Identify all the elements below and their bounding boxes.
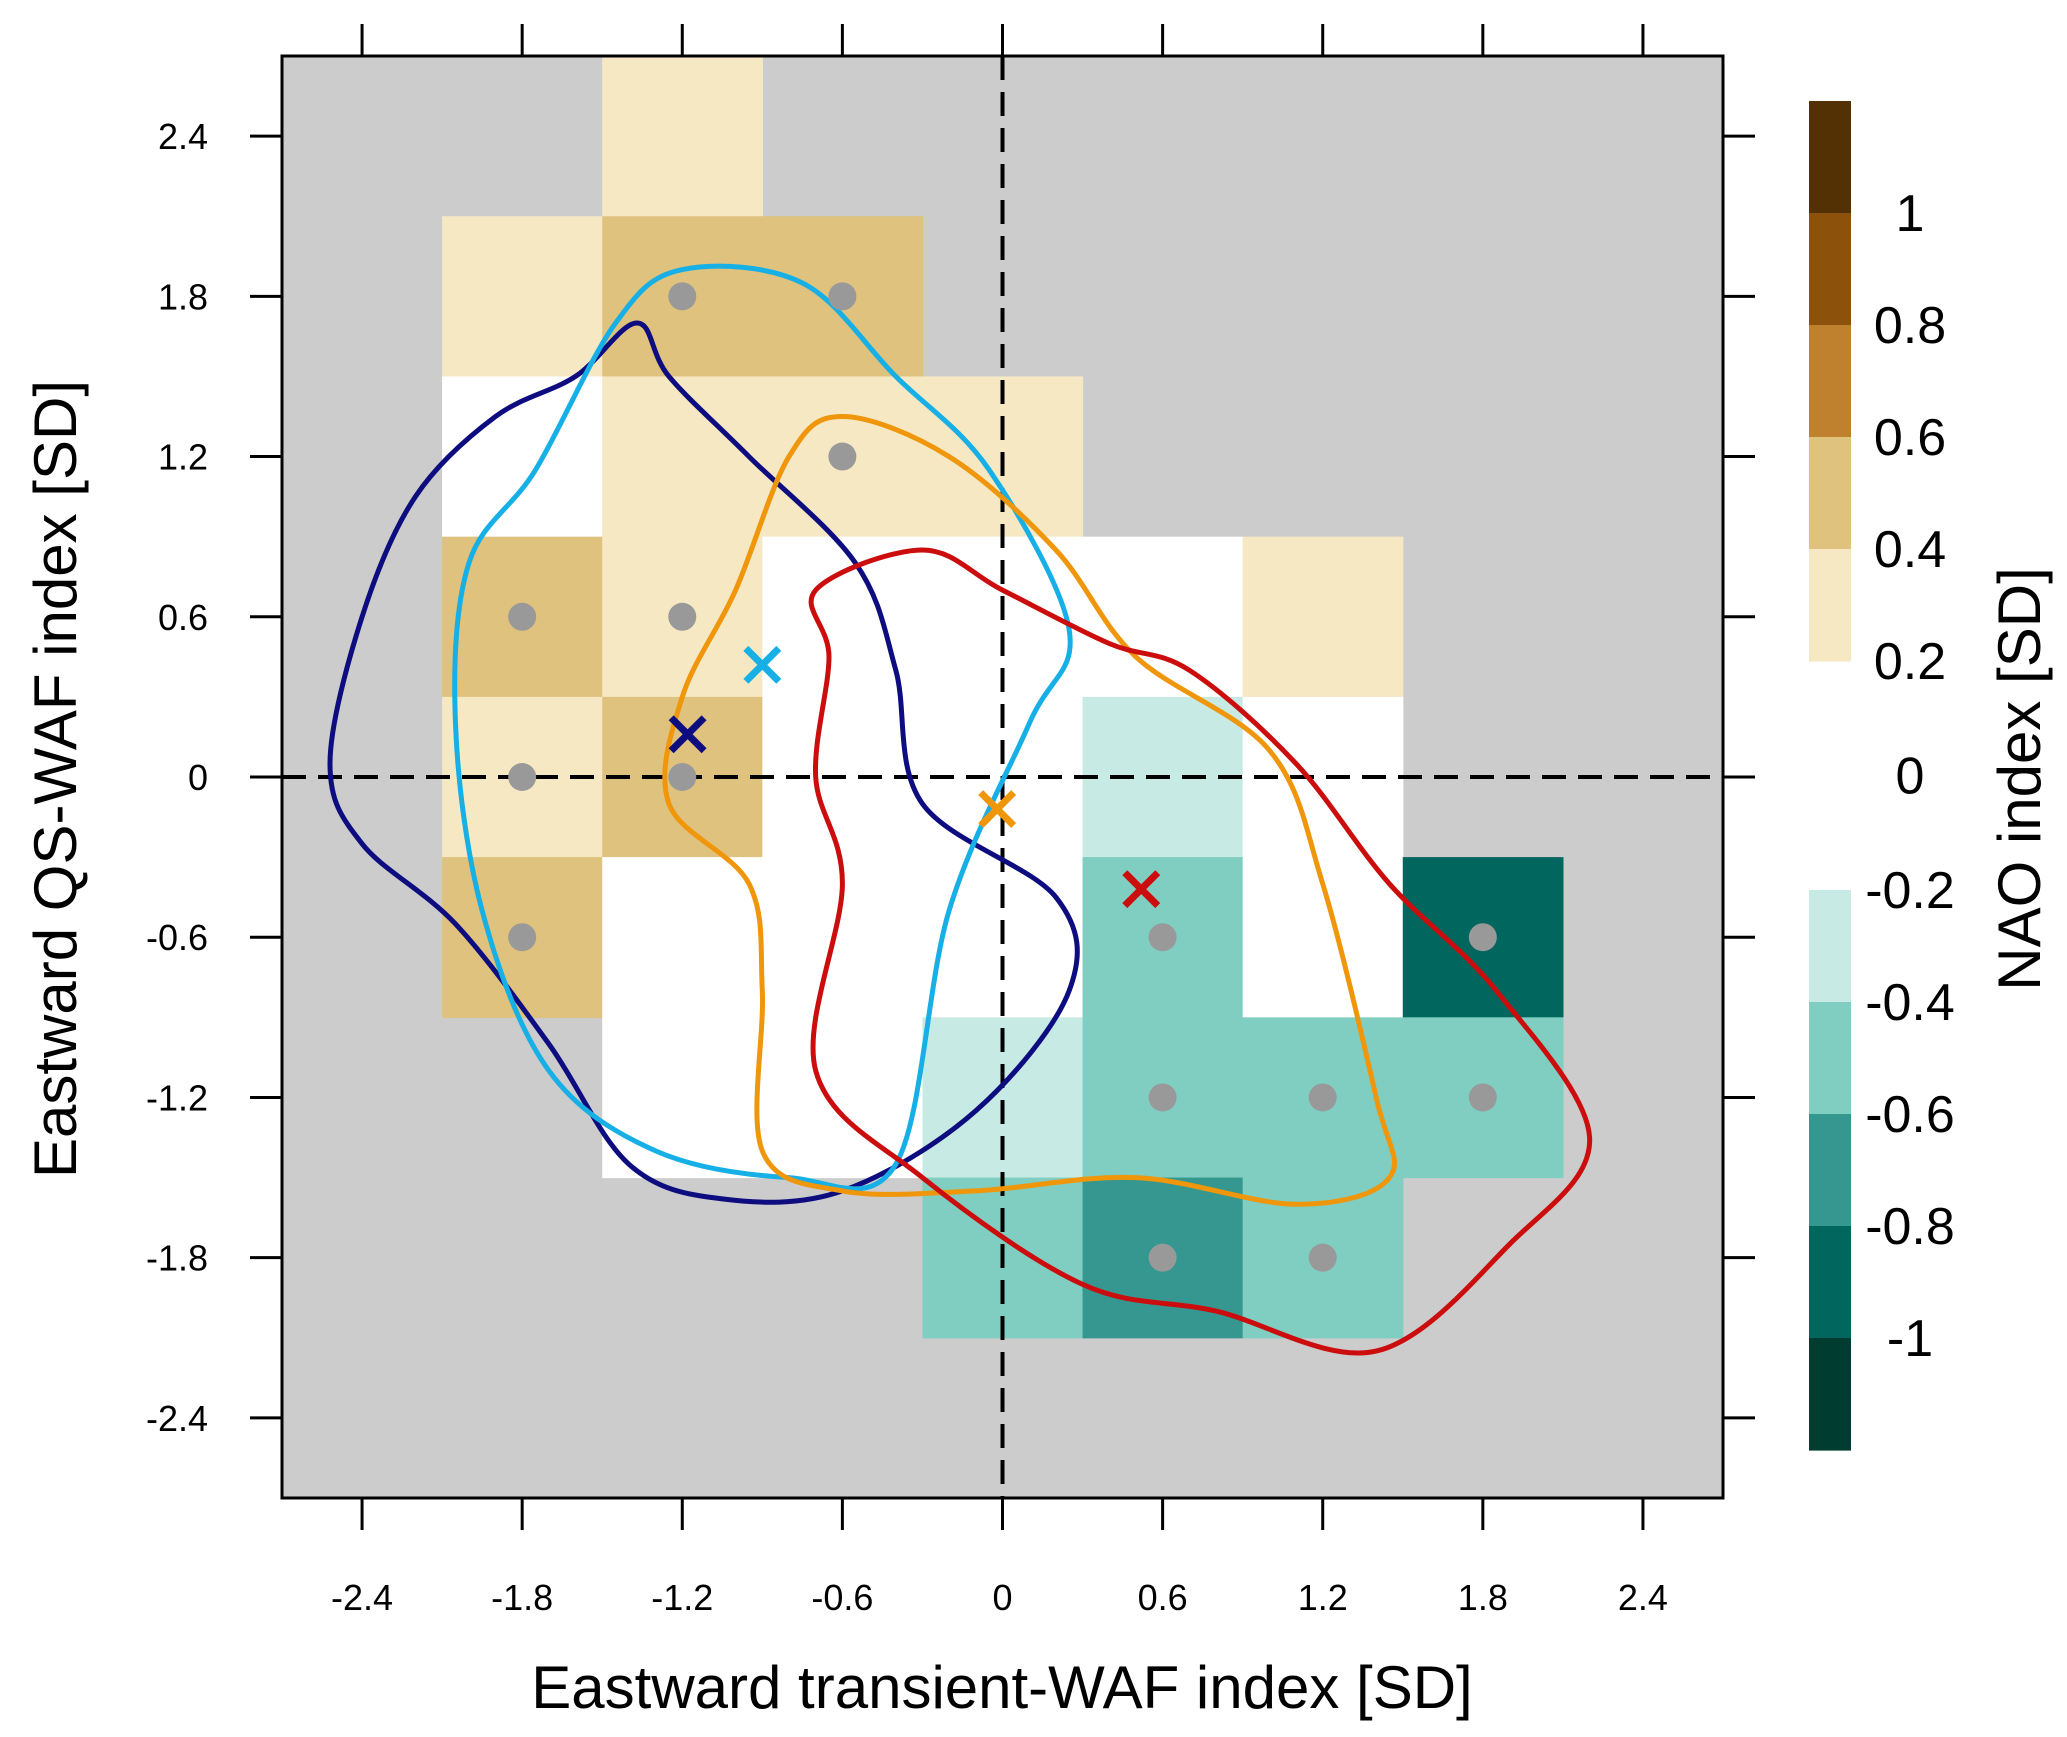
group-contour [808, 547, 1593, 1356]
significance-dot [1148, 923, 1177, 952]
group-contour [327, 320, 1080, 1205]
significance-dot [668, 763, 697, 791]
y-tick-label: 2.4 [158, 116, 208, 157]
colorbar-segment [1809, 1002, 1851, 1115]
significance-dot [828, 442, 857, 471]
colorbar-tick-label: 1 [1896, 185, 1925, 243]
colorbar-segment [1809, 213, 1851, 326]
heatmap-cell [602, 1017, 763, 1179]
centroid-cross-marker [978, 790, 1017, 828]
x-tick-label: -1.2 [651, 1577, 713, 1618]
heatmap-cell [762, 1017, 924, 1179]
colorbar-segment [1809, 437, 1851, 550]
colorbar-tick-label: -0.6 [1865, 1086, 1955, 1144]
centroid-cross-marker [743, 645, 782, 684]
colorbar-tick-label: -1 [1887, 1310, 1933, 1368]
y-tick-label: -0.6 [146, 917, 208, 958]
colorbar-tick-label: 0.6 [1874, 409, 1946, 467]
y-tick-label: -1.2 [146, 1077, 208, 1118]
significance-dot [508, 602, 537, 631]
colorbar-tick-label: 0 [1896, 748, 1925, 806]
colorbar: 1 0.8 0.6 0.4 0.2 0 -0.2 -0.4 -0.6 -0.8 -1 [1809, 101, 1955, 1451]
x-tick-label: 0.6 [1138, 1577, 1188, 1618]
colorbar-segment [1809, 1226, 1851, 1339]
colorbar-tick-label: 0.2 [1874, 633, 1946, 691]
group-contour [452, 263, 1073, 1192]
significance-dot [1468, 1083, 1497, 1112]
colorbar-tick-label: -0.8 [1865, 1198, 1955, 1256]
group-contour [662, 414, 1398, 1207]
y-tick-label: -1.8 [146, 1238, 208, 1279]
colorbar-segment [1809, 549, 1851, 662]
significance-dot [1308, 1243, 1337, 1272]
significance-dot [1308, 1083, 1337, 1112]
x-tick-label: -1.8 [491, 1577, 553, 1618]
centroid-cross-marker [668, 715, 707, 754]
colorbar-tick-label: 0.8 [1874, 297, 1946, 355]
significance-dot [508, 923, 537, 952]
x-tick-label: -2.4 [331, 1577, 393, 1618]
axis-ticks [250, 24, 1755, 1530]
colorbar-tick-label: -0.4 [1865, 974, 1955, 1032]
y-tick-label: -2.4 [146, 1398, 208, 1439]
y-tick-label: 0.6 [158, 597, 208, 638]
significance-dot [1468, 923, 1497, 952]
significance-dot [508, 763, 537, 791]
significance-dot [828, 282, 857, 311]
significance-dot [668, 602, 697, 631]
y-axis-title: Eastward QS-WAF index [SD] [22, 380, 89, 1178]
colorbar-segment [1809, 890, 1851, 1003]
colorbar-segment [1809, 101, 1851, 214]
y-tick-label: 1.8 [158, 276, 208, 317]
x-tick-label: 0 [992, 1577, 1012, 1618]
colorbar-segment [1809, 325, 1851, 438]
group-centroid-markers [668, 645, 1161, 909]
colorbar-tick-label: 0.4 [1874, 521, 1946, 579]
x-tick-label: 2.4 [1618, 1577, 1668, 1618]
x-tick-label: -0.6 [811, 1577, 873, 1618]
significance-dot [668, 282, 697, 311]
heatmap-cell [602, 376, 763, 538]
significance-dot [1148, 1083, 1177, 1112]
x-tick-label: 1.2 [1298, 1577, 1348, 1618]
y-tick-label: 0 [188, 757, 208, 798]
x-tick-label: 1.8 [1458, 1577, 1508, 1618]
x-axis-title: Eastward transient-WAF index [SD] [531, 1654, 1472, 1721]
centroid-cross-marker [1122, 870, 1161, 909]
heatmap-cell [1082, 536, 1244, 698]
group-contours [327, 263, 1593, 1356]
colorbar-tick-label: -0.2 [1865, 862, 1955, 920]
heatmap-cell [1242, 536, 1404, 698]
significance-dot [1148, 1243, 1177, 1272]
axis-tick-labels: -2.4 -1.8 -1.2 -0.6 0 0.6 1.2 1.8 2.4 -2.4 -1.8 -1.… [146, 116, 1668, 1618]
y-tick-label: 1.2 [158, 437, 208, 478]
heatmap-cell [442, 216, 603, 378]
colorbar-title: NAO index [SD] [1986, 567, 2053, 991]
colorbar-segment [1809, 1114, 1851, 1227]
significance-dots [508, 282, 1497, 1272]
colorbar-segment [1809, 1338, 1851, 1451]
heatmap-cell [602, 857, 763, 1018]
heatmap-cell [602, 56, 763, 217]
